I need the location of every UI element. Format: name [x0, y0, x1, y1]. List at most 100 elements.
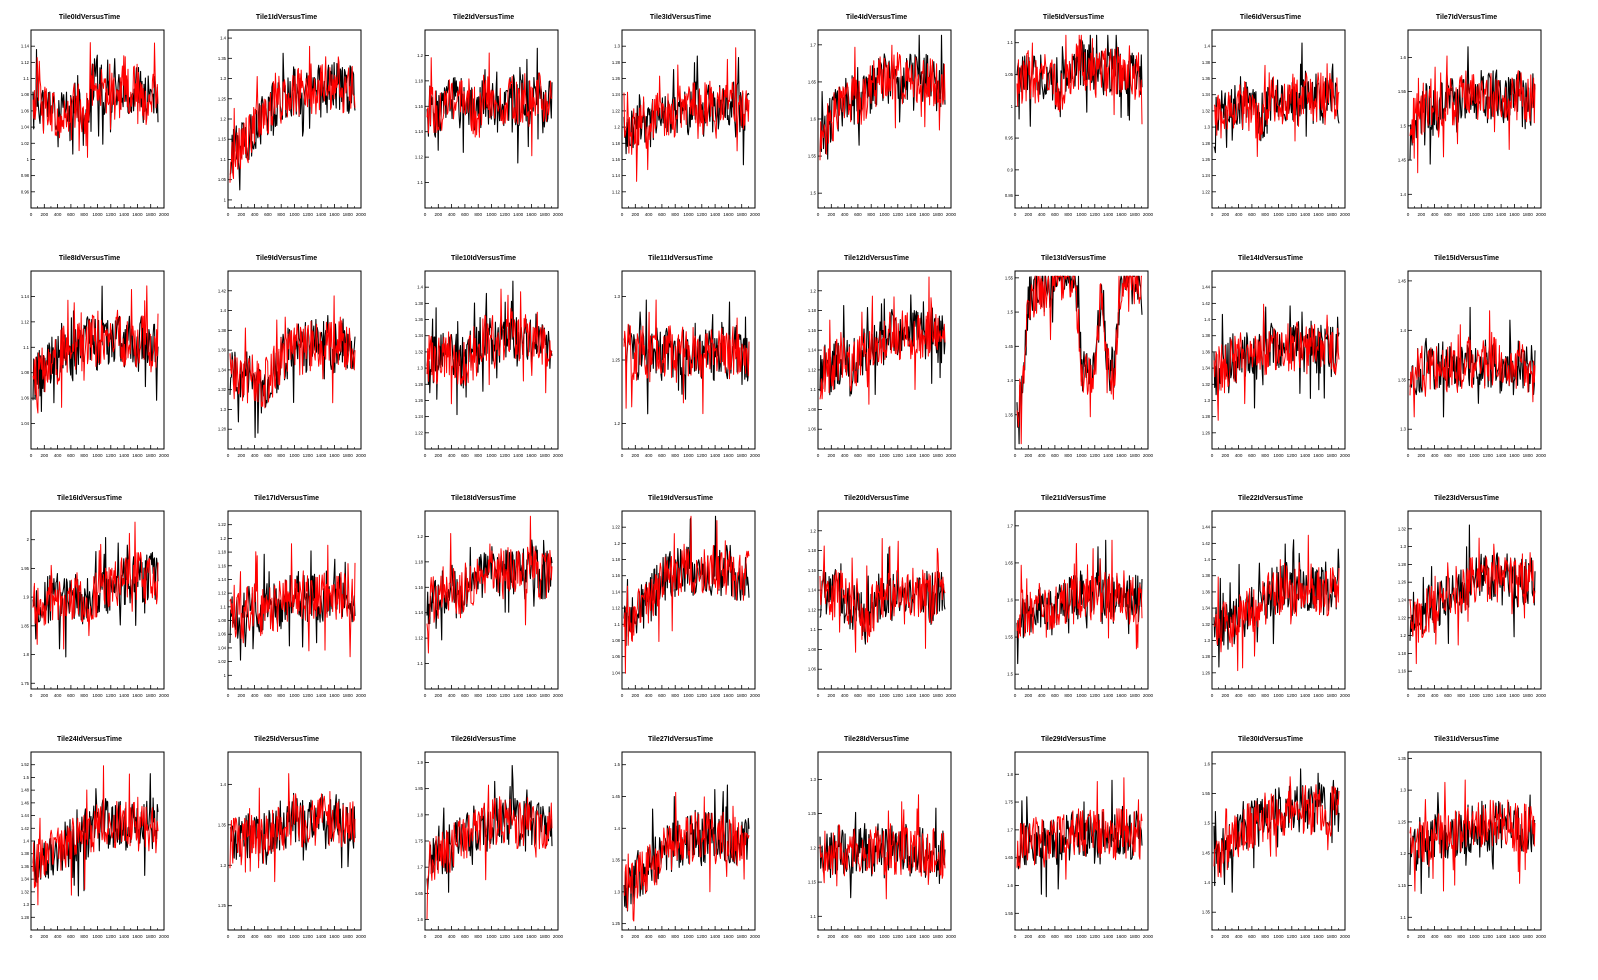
x-tick-label: 0 [1014, 934, 1017, 939]
x-tick-label: 1800 [737, 693, 748, 698]
x-tick-label: 1600 [919, 453, 930, 458]
y-tick-label: 1.5 [1007, 310, 1013, 315]
y-tick-label: 1.75 [21, 681, 30, 686]
x-tick-label: 400 [1431, 934, 1439, 939]
x-tick-label: 1400 [710, 212, 721, 217]
y-tick-label: 1.3 [1204, 638, 1210, 643]
x-tick-label: 600 [1444, 453, 1452, 458]
x-tick-label: 1600 [526, 453, 537, 458]
y-tick-label: 1.06 [218, 632, 227, 637]
x-tick-label: 1400 [1300, 212, 1311, 217]
x-tick-label: 800 [277, 453, 285, 458]
y-tick-label: 1.08 [612, 638, 621, 643]
x-tick-label: 0 [817, 453, 820, 458]
plot-title: Tile9IdVersusTime [256, 255, 317, 262]
x-tick-label: 2000 [159, 693, 170, 698]
x-tick-label: 400 [54, 934, 62, 939]
x-tick-label: 1600 [723, 453, 734, 458]
y-tick-label: 1.8 [23, 652, 29, 657]
y-tick-label: 1.38 [1202, 573, 1211, 578]
y-tick-label: 1.5 [614, 762, 620, 767]
x-tick-label: 600 [658, 693, 666, 698]
y-tick-label: 1.8 [417, 812, 423, 817]
x-tick-label: 1000 [683, 693, 694, 698]
x-tick-label: 0 [227, 212, 230, 217]
x-tick-label: 0 [621, 693, 624, 698]
y-tick-label: 1.4 [1204, 557, 1210, 562]
x-tick-label: 1800 [1327, 693, 1338, 698]
x-tick-label: 1000 [92, 453, 103, 458]
x-tick-label: 2000 [1340, 212, 1351, 217]
x-tick-label: 400 [841, 212, 849, 217]
x-tick-label: 800 [1064, 212, 1072, 217]
y-tick-label: 1.4 [1400, 192, 1406, 197]
y-tick-label: 1.36 [1202, 589, 1211, 594]
x-tick-label: 1600 [1313, 453, 1324, 458]
x-tick-label: 2000 [159, 934, 170, 939]
x-tick-label: 1400 [1300, 453, 1311, 458]
y-tick-label: 1.34 [218, 367, 227, 372]
x-tick-label: 800 [671, 212, 679, 217]
x-tick-label: 1400 [1300, 693, 1311, 698]
x-tick-label: 600 [1444, 212, 1452, 217]
y-tick-label: 1.06 [808, 667, 817, 672]
x-tick-label: 1400 [316, 934, 327, 939]
x-tick-label: 2000 [1143, 453, 1154, 458]
x-tick-label: 800 [1457, 934, 1465, 939]
x-tick-label: 600 [1248, 693, 1256, 698]
y-tick-label: 1.12 [21, 60, 30, 65]
series-red-line [819, 794, 946, 900]
y-tick-label: 1.34 [415, 333, 424, 338]
plot-panel-7: Tile7IdVersusTime 0 200 400 600 800 1000 1200 14… [1398, 14, 1547, 217]
x-tick-label: 0 [1014, 693, 1017, 698]
series-black-line [229, 52, 356, 191]
x-tick-label: 800 [80, 212, 88, 217]
y-tick-label: 1.08 [218, 618, 227, 623]
y-tick-label: 1.2 [614, 421, 620, 426]
x-tick-label: 1000 [1469, 693, 1480, 698]
y-tick-label: 1.12 [612, 189, 621, 194]
y-tick-label: 1.14 [808, 348, 817, 353]
x-tick-label: 2000 [356, 453, 367, 458]
x-tick-label: 1000 [879, 693, 890, 698]
plot-title: Tile23IdVersusTime [1434, 495, 1499, 502]
plot-panel-9: Tile9IdVersusTime 0 200 400 600 800 1000 1200 14… [218, 255, 367, 458]
y-tick-label: 1.06 [612, 654, 621, 659]
x-tick-label: 1200 [106, 453, 117, 458]
y-tick-label: 1.08 [21, 370, 30, 375]
y-tick-label: 1.8 [1007, 772, 1013, 777]
series-red-line [1016, 539, 1143, 650]
x-tick-label: 1400 [513, 453, 524, 458]
y-tick-label: 1.48 [21, 788, 30, 793]
x-tick-label: 1400 [513, 693, 524, 698]
y-tick-label: 1.28 [21, 915, 30, 920]
x-tick-label: 1200 [1483, 212, 1494, 217]
y-tick-label: 1.28 [1202, 141, 1211, 146]
x-tick-label: 1400 [710, 693, 721, 698]
x-tick-label: 1800 [933, 693, 944, 698]
x-tick-label: 2000 [750, 212, 761, 217]
x-tick-label: 200 [40, 934, 48, 939]
y-tick-label: 1.3 [23, 902, 29, 907]
x-tick-label: 0 [30, 934, 33, 939]
x-tick-label: 1200 [1090, 693, 1101, 698]
series-red-line [229, 45, 356, 183]
plot-title: Tile13IdVersusTime [1041, 255, 1106, 262]
y-tick-label: 1.16 [808, 328, 817, 333]
series-red-line [819, 44, 946, 161]
y-tick-label: 1.36 [218, 348, 227, 353]
x-tick-label: 200 [827, 934, 835, 939]
x-tick-label: 600 [1444, 934, 1452, 939]
plot-title: Tile31IdVersusTime [1434, 736, 1499, 743]
x-tick-label: 400 [54, 693, 62, 698]
x-tick-label: 1200 [303, 934, 314, 939]
x-tick-label: 1000 [289, 693, 300, 698]
series-red-line [229, 773, 356, 883]
y-tick-label: 1.14 [612, 589, 621, 594]
y-tick-label: 1.75 [415, 839, 424, 844]
series-black-line [229, 314, 356, 439]
x-tick-label: 1600 [132, 453, 143, 458]
